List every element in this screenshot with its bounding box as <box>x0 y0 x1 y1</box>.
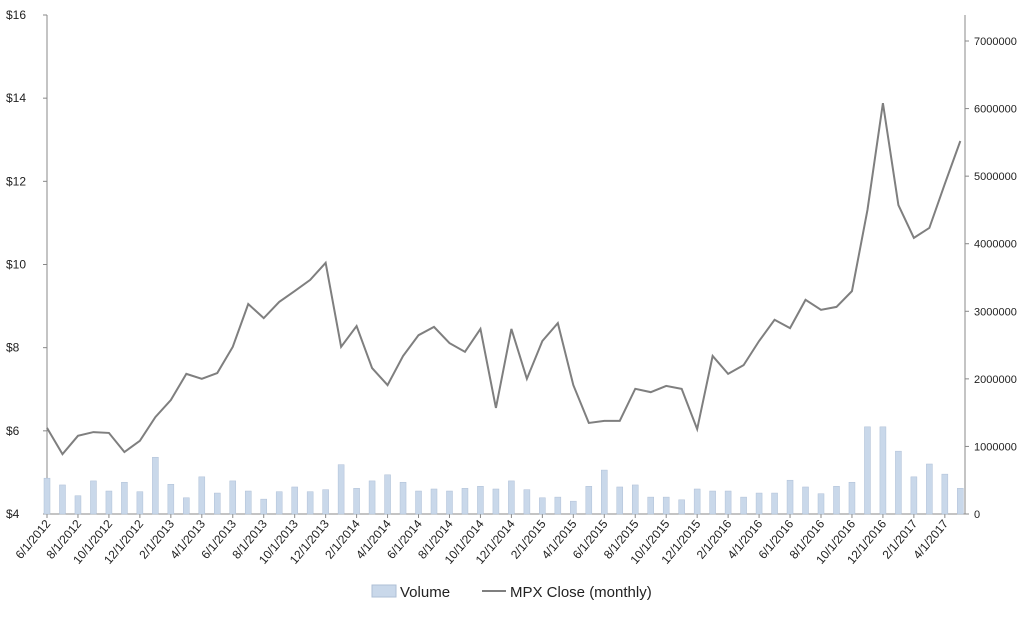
bar <box>337 464 345 515</box>
y-tick-label: $14 <box>6 91 26 105</box>
bar <box>306 491 314 515</box>
bar <box>260 498 267 515</box>
legend-label: MPX Close (monthly) <box>510 584 652 601</box>
bar <box>105 490 113 515</box>
y-tick-label: $8 <box>6 341 20 355</box>
bar <box>786 479 794 515</box>
bar <box>74 495 82 515</box>
bar <box>229 480 237 515</box>
bar <box>275 491 283 515</box>
y2-tick-label: 0 <box>974 509 980 521</box>
legend-label: Volume <box>400 584 450 601</box>
bar <box>740 496 747 515</box>
bar <box>678 499 685 515</box>
bar <box>523 489 531 515</box>
y2-tick-label: 5000000 <box>974 171 1017 183</box>
bar <box>802 486 809 515</box>
bar <box>477 486 484 515</box>
bar <box>121 481 128 515</box>
bar <box>446 490 453 515</box>
bar <box>244 490 252 515</box>
y2-tick-label: 1000000 <box>974 441 1017 453</box>
y-tick-label: $16 <box>6 8 26 22</box>
bar <box>430 488 438 515</box>
bar <box>957 488 964 515</box>
bar <box>570 500 577 515</box>
bar <box>554 496 562 515</box>
bar <box>492 488 500 515</box>
bar <box>616 486 624 515</box>
bar <box>662 496 670 515</box>
bar <box>59 484 66 515</box>
y2-tick-label: 4000000 <box>974 239 1017 251</box>
bar <box>183 497 190 515</box>
bar <box>755 492 763 515</box>
bar <box>693 488 701 515</box>
y-tick-label: $12 <box>6 174 26 188</box>
y-tick-label: $4 <box>6 507 20 521</box>
bar <box>198 476 206 515</box>
bar <box>152 456 159 515</box>
bar <box>941 473 949 515</box>
line <box>46 103 962 456</box>
bar <box>136 491 144 515</box>
bar <box>508 480 515 515</box>
y2-tick-label: 3000000 <box>974 306 1017 318</box>
bar <box>368 480 376 515</box>
bar <box>415 490 422 515</box>
y2-tick-label: 6000000 <box>974 104 1017 116</box>
bar <box>291 486 298 515</box>
bar <box>879 426 887 515</box>
bar <box>43 477 51 515</box>
y-tick-label: $10 <box>6 258 26 272</box>
bar <box>322 489 329 515</box>
y2-tick-label: 2000000 <box>974 374 1017 386</box>
bar <box>461 488 469 515</box>
bar <box>384 474 391 515</box>
bar <box>90 480 97 515</box>
y-tick-label: $6 <box>6 424 20 438</box>
bar <box>864 426 871 515</box>
bar <box>353 488 360 515</box>
bar <box>833 486 840 515</box>
bar <box>631 484 639 515</box>
y2-tick-label: 7000000 <box>974 36 1017 48</box>
legend-swatch <box>371 584 397 598</box>
bar <box>771 492 778 515</box>
bar <box>601 469 608 515</box>
bar <box>399 481 407 515</box>
bar <box>910 476 918 515</box>
bar <box>585 486 593 515</box>
bar <box>817 493 825 515</box>
bar <box>848 481 856 515</box>
bar <box>709 490 716 515</box>
bar <box>926 463 933 515</box>
bar <box>724 490 732 515</box>
bar <box>647 496 654 515</box>
bar <box>167 484 175 515</box>
bar <box>895 450 902 515</box>
bar <box>539 497 546 515</box>
bar <box>214 492 221 515</box>
